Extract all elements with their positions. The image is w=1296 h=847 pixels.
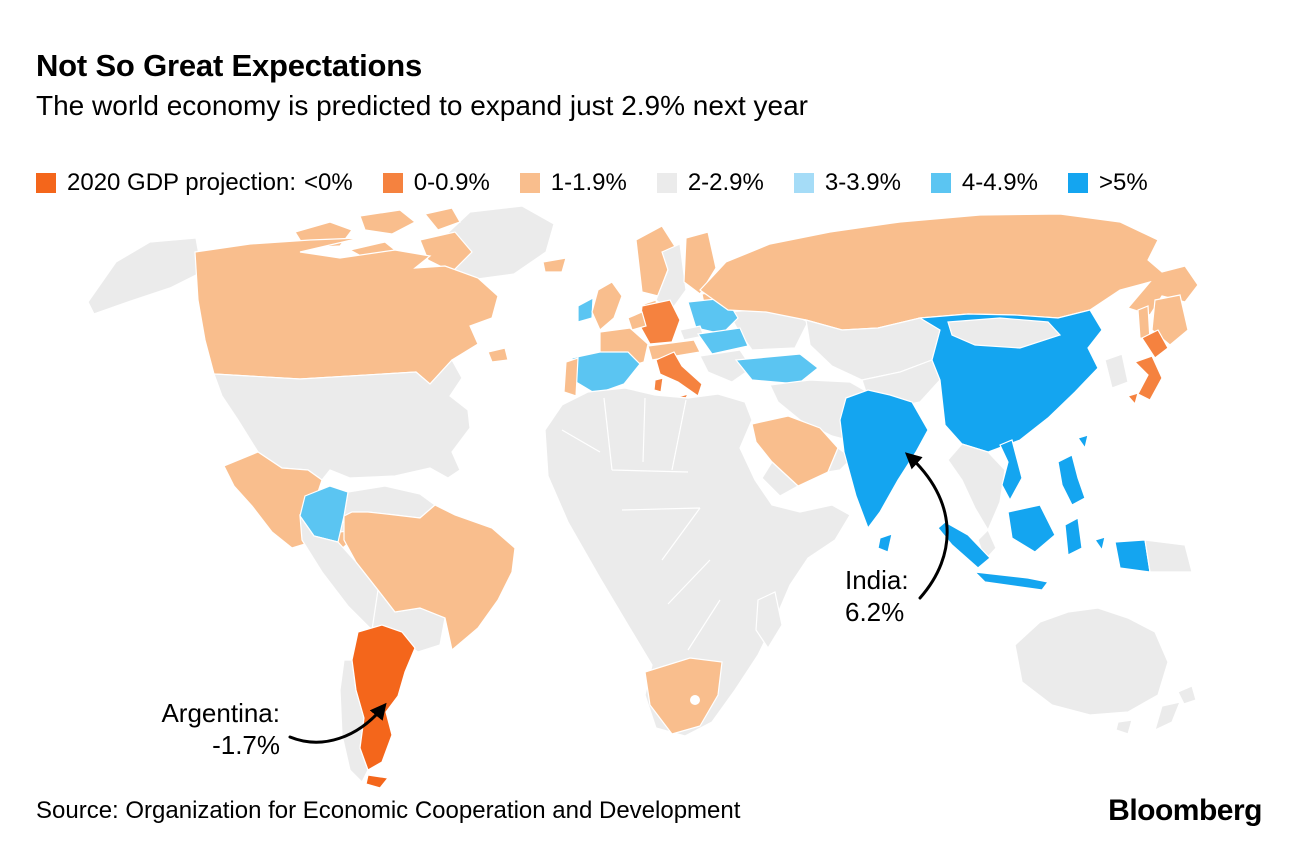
legend-swatch (930, 173, 951, 193)
country-korea (1104, 353, 1129, 389)
country-uk (591, 281, 623, 331)
country-italy (655, 351, 703, 397)
country-ireland (577, 296, 594, 323)
india-arrow (904, 452, 949, 600)
legend-label: 1-1.9% (550, 169, 627, 196)
bloomberg-logo: Bloomberg (1108, 794, 1262, 827)
annotation-argentina-label: Argentina: (161, 698, 280, 728)
source-note: Source: Organization for Economic Cooper… (36, 797, 741, 824)
country-balkans (699, 349, 753, 383)
country-russia-fareast (1151, 294, 1189, 346)
country-russia (699, 213, 1199, 331)
annotation-india: India: 6.2% (845, 564, 955, 628)
country-alaska (87, 237, 203, 315)
country-moluccas (1094, 536, 1106, 552)
legend: 2020 GDP projection: <0% 0-0.9% 1-1.9% 2-2.9… (36, 169, 1148, 197)
country-yemen (761, 461, 800, 497)
country-canada-arctic (423, 207, 461, 231)
country-newfoundland (487, 347, 509, 363)
country-canada-arctic (359, 209, 417, 235)
country-png (1144, 539, 1193, 573)
annotation-argentina: Argentina: -1.7% (130, 697, 280, 761)
country-madagascar (755, 591, 783, 650)
legend-swatch (793, 173, 814, 193)
country-borneo (1007, 504, 1056, 553)
country-indochina (947, 443, 1006, 532)
country-africa (544, 387, 851, 737)
africa-internal-borders (561, 397, 721, 651)
legend-label: >5% (1098, 169, 1148, 196)
country-philippines (1057, 454, 1086, 506)
country-vietnam (999, 439, 1023, 502)
argentina-arrow (288, 702, 387, 744)
annotation-argentina-value: -1.7% (212, 730, 280, 760)
page-subtitle: The world economy is predicted to expand… (36, 90, 808, 121)
country-sri-lanka (877, 533, 893, 553)
country-nz-north (1177, 685, 1197, 705)
country-hungary (696, 327, 749, 355)
legend-swatch (36, 173, 56, 193)
legend-item-<0%: 2020 GDP projection: <0% (36, 169, 353, 197)
country-west-papua (1114, 539, 1151, 573)
country-turkey (734, 353, 819, 385)
country-alpine (647, 339, 701, 361)
country-india (839, 389, 929, 530)
legend-item-3-3.9%: 3-3.9% (793, 169, 901, 197)
country-japan (1141, 329, 1169, 359)
lesotho-hole (690, 695, 700, 705)
country-portugal (563, 357, 579, 397)
country-argentina (351, 624, 416, 771)
country-java (973, 571, 1050, 591)
country-south-africa (644, 657, 723, 735)
legend-label: 2-2.9% (687, 169, 764, 196)
legend-swatch (1067, 173, 1088, 193)
legend-item-0-0.9%: 0-0.9% (382, 169, 490, 197)
country-japan (1126, 392, 1139, 406)
country-sulawesi (1064, 517, 1083, 556)
page-title: Not So Great Expectations (36, 48, 423, 83)
country-brazil (343, 504, 516, 652)
legend-label: <0% (304, 169, 353, 196)
legend-item->5%: >5% (1067, 169, 1148, 197)
annotation-india-label: India: (845, 565, 909, 595)
country-tasmania (1115, 719, 1133, 735)
legend-swatch (382, 173, 403, 193)
legend-swatch (656, 173, 677, 193)
country-tierra-del-fuego (365, 774, 390, 789)
country-spain (571, 351, 641, 395)
country-mongolia (947, 317, 1062, 349)
country-benelux (627, 311, 647, 331)
legend-item-2-2.9%: 2-2.9% (656, 169, 764, 197)
country-australia (1014, 607, 1169, 716)
legend-label: 0-0.9% (413, 169, 490, 196)
legend-item-1-1.9%: 1-1.9% (519, 169, 627, 197)
country-nz-south (1154, 701, 1181, 732)
legend-item-4-4.9%: 4-4.9% (930, 169, 1038, 197)
country-taiwan (1077, 434, 1089, 450)
country-china (918, 309, 1103, 453)
legend-title: 2020 GDP projection: (67, 169, 297, 196)
country-iceland (542, 257, 567, 273)
country-sumatra (937, 521, 991, 569)
legend-label: 3-3.9% (824, 169, 901, 196)
annotation-india-value: 6.2% (845, 597, 905, 627)
country-japan (1133, 355, 1163, 401)
country-sardinia (653, 377, 664, 393)
legend-swatch (519, 173, 540, 193)
legend-label: 4-4.9% (961, 169, 1038, 196)
